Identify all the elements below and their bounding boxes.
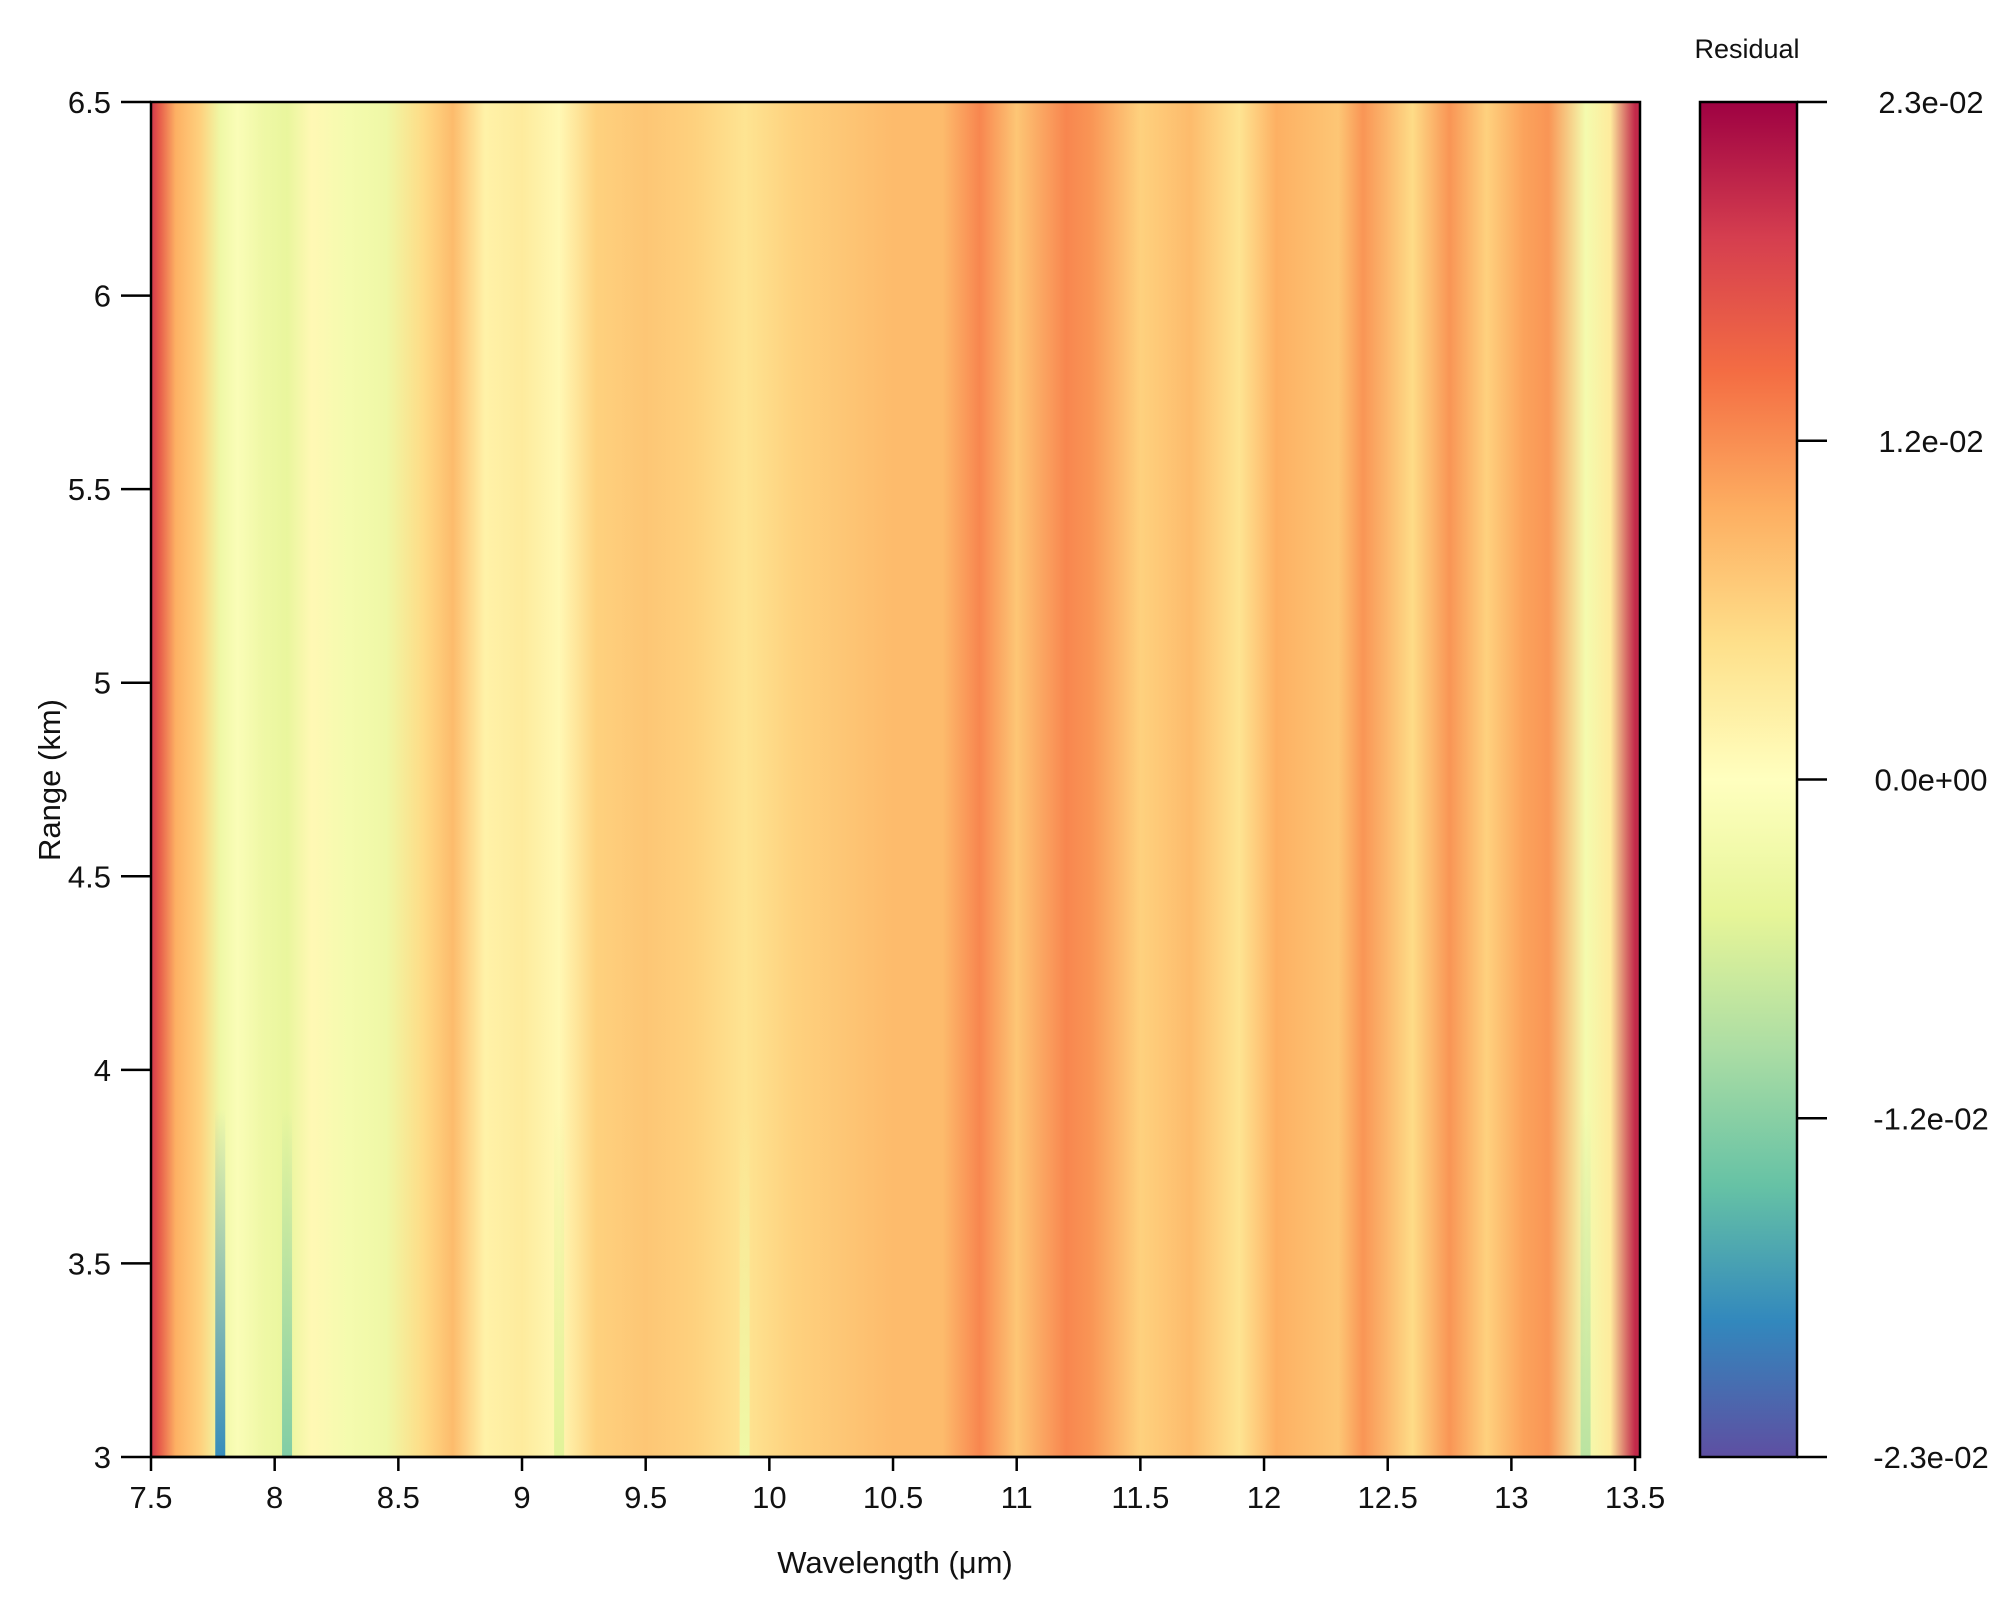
y-tick-label: 4 <box>94 1053 111 1088</box>
y-tick-label: 6 <box>94 279 111 314</box>
heatmap-plot-area <box>151 102 1640 1457</box>
colorbar-tick-label: 1.2e-02 <box>1878 424 1983 459</box>
colorbar: Residual 2.3e-02 1.2e-02 0.0e+00 -1.2e-02 -2… <box>1694 34 1988 1475</box>
y-tick-label: 5 <box>94 666 111 701</box>
x-axis-label: Wavelength (μm) <box>777 1545 1013 1580</box>
x-tick-label: 8.5 <box>377 1480 420 1515</box>
x-tick-label: 8 <box>266 1480 283 1515</box>
y-axis-label: Range (km) <box>32 699 67 861</box>
y-tick-label: 3.5 <box>68 1246 111 1281</box>
colorbar-tick-label: 0.0e+00 <box>1875 763 1988 798</box>
low-range-streak <box>215 1108 226 1457</box>
colorbar-tick-label: -2.3e-02 <box>1873 1440 1988 1475</box>
colorbar-ticks: 2.3e-02 1.2e-02 0.0e+00 -1.2e-02 -2.3e-02 <box>1797 85 1989 1475</box>
x-tick-label: 10.5 <box>863 1480 923 1515</box>
y-tick-label: 5.5 <box>68 472 111 507</box>
x-tick-label: 13 <box>1494 1480 1528 1515</box>
x-tick-label: 11 <box>1001 1480 1033 1515</box>
heatmap-low-range-layer <box>215 1108 1591 1457</box>
x-tick-label: 10 <box>752 1480 786 1515</box>
x-tick-label: 7.5 <box>129 1480 172 1515</box>
low-range-streak <box>1580 1108 1591 1457</box>
x-tick-label: 12.5 <box>1358 1480 1418 1515</box>
x-tick-label: 11.5 <box>1111 1480 1169 1515</box>
x-tick-label: 13.5 <box>1605 1480 1665 1515</box>
colorbar-gradient <box>1700 102 1797 1457</box>
x-axis: 7.5 8 8.5 9 9.5 10 10.5 11 11.5 12 12.5 13 13.5 <box>129 1455 1665 1515</box>
low-range-streak <box>282 1108 293 1457</box>
y-axis: 3 3.5 4 4.5 5 5.5 6 6.5 <box>68 85 151 1475</box>
colorbar-tick-label: -1.2e-02 <box>1873 1101 1988 1136</box>
y-tick-label: 4.5 <box>68 859 111 894</box>
x-tick-label: 12 <box>1247 1480 1281 1515</box>
x-tick-label: 9 <box>513 1480 530 1515</box>
low-range-streak <box>739 1108 750 1457</box>
y-tick-label: 3 <box>94 1440 111 1475</box>
heatmap-field <box>151 102 1640 1457</box>
y-tick-label: 6.5 <box>68 85 111 120</box>
colorbar-title: Residual <box>1694 34 1799 64</box>
colorbar-tick-label: 2.3e-02 <box>1878 85 1983 120</box>
x-tick-label: 9.5 <box>624 1480 667 1515</box>
low-range-streak <box>554 1108 565 1457</box>
